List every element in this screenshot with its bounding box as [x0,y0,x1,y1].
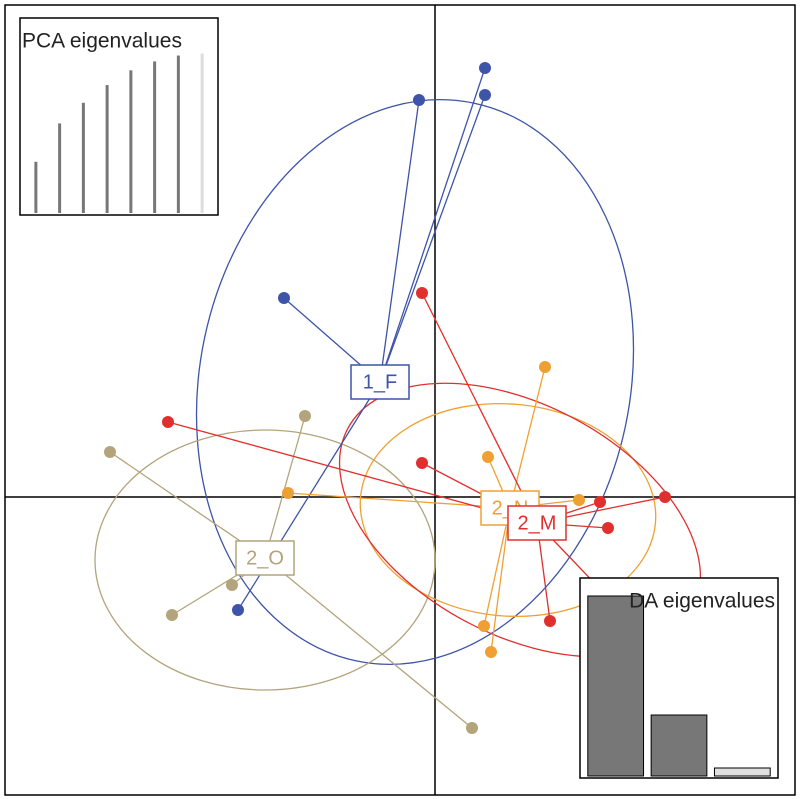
bar [200,53,204,214]
bar [129,70,133,213]
link-line [509,366,546,509]
point [478,620,490,632]
link-line [379,99,420,383]
point [104,446,116,458]
point [466,722,478,734]
link-line [421,292,538,524]
point [226,579,238,591]
bar [650,714,708,777]
inset-title: PCA eigenvalues [22,30,182,53]
point [166,609,178,621]
bar [713,767,771,777]
group-label: 2_M [518,512,557,534]
point [544,615,556,627]
point [299,410,311,422]
point [416,457,428,469]
point [479,62,491,74]
link-line [264,557,473,729]
inset-title: DA eigenvalues [629,590,775,613]
point [573,494,585,506]
point [659,491,671,503]
ellipse [195,99,635,665]
link-line [490,507,511,653]
inset-frame [19,17,219,216]
link-line [483,507,511,627]
bar [153,61,157,213]
centroid-box [507,505,567,541]
plot-frame [4,4,796,796]
point [539,361,551,373]
ellipse [94,429,436,691]
bar [58,123,62,213]
link-line [167,421,538,524]
link-line [264,415,306,559]
link-line [379,94,486,383]
point [162,416,174,428]
point [282,487,294,499]
link-line [379,67,486,383]
point [479,89,491,101]
point [594,496,606,508]
point [413,94,425,106]
point [278,292,290,304]
point [602,522,614,534]
group-label: 2_O [246,547,284,569]
bar [176,55,180,213]
group-label: 1_F [363,371,397,393]
bar [34,161,38,213]
point [482,451,494,463]
link-line [287,492,511,509]
bar [105,85,109,213]
bar [587,595,645,777]
bar [81,102,85,213]
point [232,604,244,616]
point [416,287,428,299]
centroid-box [350,364,410,400]
point [485,646,497,658]
ellipse [359,402,657,618]
centroid-box [235,540,295,576]
